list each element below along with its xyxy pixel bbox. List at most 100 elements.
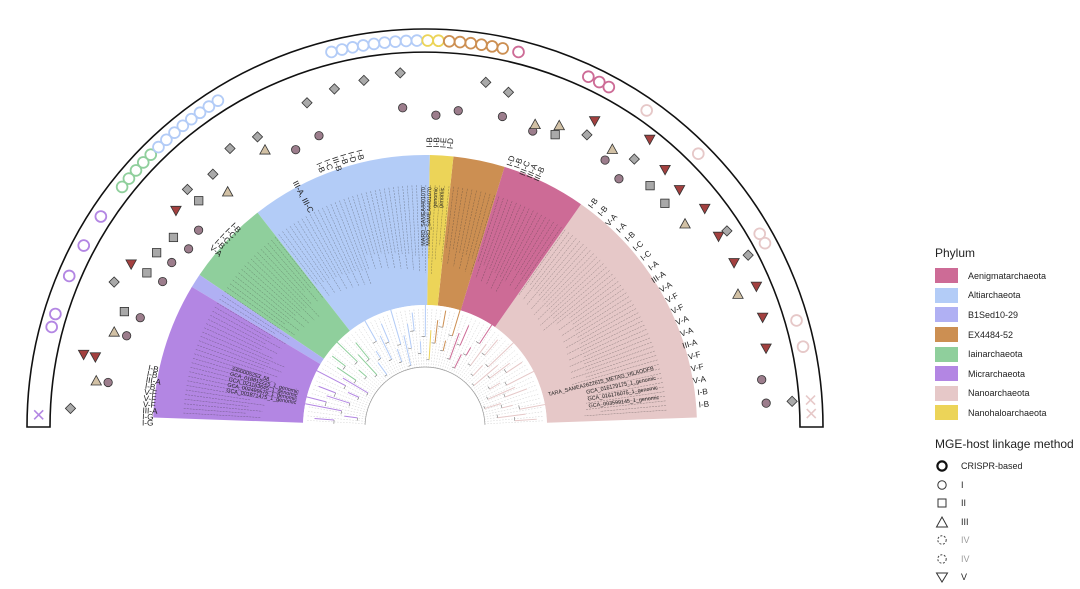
crispr-cross-marker [806,408,817,419]
triangle-marker [679,217,691,229]
leaf-name-mark [452,187,464,251]
triangle-down-marker [712,231,725,243]
leaf-name-mark [192,358,276,383]
tree-branch [475,341,480,344]
leaf-name-mark [384,188,396,254]
diamond-marker [301,97,313,109]
crispr-ring-marker [512,45,525,59]
leaf-name-mark [374,190,389,254]
tree-branch [465,347,472,356]
square-icon [937,498,947,508]
leaf-name-mark [183,408,247,414]
leaf-name-mark [411,185,416,256]
crispr-ring-marker [378,36,391,49]
crispr-type-label: V-F [143,400,156,410]
leaf-name-mark [200,336,270,365]
diamond-marker [251,131,264,143]
leaf-name-mark [481,201,513,282]
tree-branch [487,386,516,400]
phylum-wedge [494,204,697,423]
tree-branch [318,385,336,394]
tree-guide [358,329,392,378]
leaf-name-mark [187,380,254,394]
square-marker [168,232,179,243]
circle-marker [314,131,324,141]
leaf-name-mark [601,386,664,398]
tree-guide [483,398,540,413]
leaf-name-mark [499,210,534,278]
leaf-name-mark [388,187,402,269]
leaf-name-mark [334,202,363,271]
leaf-name-mark [447,187,459,264]
tree-guide [464,337,503,382]
tree-branch [451,302,463,337]
legend-label: Aenigmatarchaeota [968,270,1047,281]
linkage-markers [64,67,798,415]
leaf-name-mark [572,288,624,325]
leaf-name-mark [402,186,410,255]
crispr-ring-marker [115,180,129,194]
leaf-name-mark [208,319,278,354]
triangle-down-marker [659,164,671,176]
tree-branch [374,374,378,378]
tree-guide [324,364,375,396]
tree-branch [487,375,490,379]
crispr-ring-marker [144,148,158,161]
leaf-name-mark [352,196,376,269]
leaf-name-mark [301,218,337,278]
tree-branch [388,359,392,362]
triangle-down-marker [760,343,772,355]
phylum-wedges [153,155,697,423]
leaf-name-mark [581,320,643,351]
leaf-name-mark [439,185,445,246]
leaf-name-mark [526,240,581,305]
color-swatch [935,287,958,303]
leaf-name-mark [238,272,305,328]
tree-guide [458,329,492,378]
leaf-name-mark [486,204,521,285]
tree-branch [360,312,377,342]
crispr-type-label: V-A [674,314,690,328]
tip-label: genomic [432,187,439,208]
leaf-name-mark [514,224,558,291]
crispr-ring-marker [176,119,190,133]
leaf-name-mark [416,185,420,272]
square-marker [194,196,204,206]
tree-branch [336,367,357,381]
crispr-type-label: I-B [146,369,158,380]
crispr-type-label: I-B [586,196,600,210]
leaf-name-mark [254,255,307,308]
crispr-ring-marker [410,34,424,47]
leaf-name-mark [494,206,526,274]
circle-marker [757,375,767,385]
leaf-name-mark [475,197,504,278]
triangle-icon [935,515,949,528]
crispr-type-label: I-B [513,156,525,169]
phylum-legend: Phylum Aenigmatarchaeota Altiarchaeota B… [935,246,1047,423]
tree-branch [419,341,422,354]
leaf-name-mark [188,376,270,394]
crispr-ring-marker [160,133,173,147]
color-swatch [935,307,958,323]
tree-guide [387,315,407,371]
crispr-ring-marker [129,164,143,177]
triangle-down-marker [89,352,102,363]
tree-guide [456,326,488,377]
leaf-name-mark [569,333,649,367]
triangle-marker [259,143,271,155]
triangle-marker [732,288,744,299]
leaf-name-mark [600,396,666,405]
tree-branch [343,385,346,390]
crispr-type-label: I-D [445,138,455,150]
leaf-name-mark [197,344,266,370]
leaf-name-mark [250,258,315,321]
leaf-name-mark [538,243,584,296]
phylum-wedge [460,166,582,328]
tree-guide [370,322,398,374]
tree-branch [514,418,537,422]
tree-guide [335,350,380,389]
legend-row-nanohaloarchaeota: Nanohaloarchaeota [935,403,1047,423]
leaf-name-mark [347,197,368,255]
crispr-type-label: I-E [439,137,449,149]
leaf-name-mark [459,189,473,253]
